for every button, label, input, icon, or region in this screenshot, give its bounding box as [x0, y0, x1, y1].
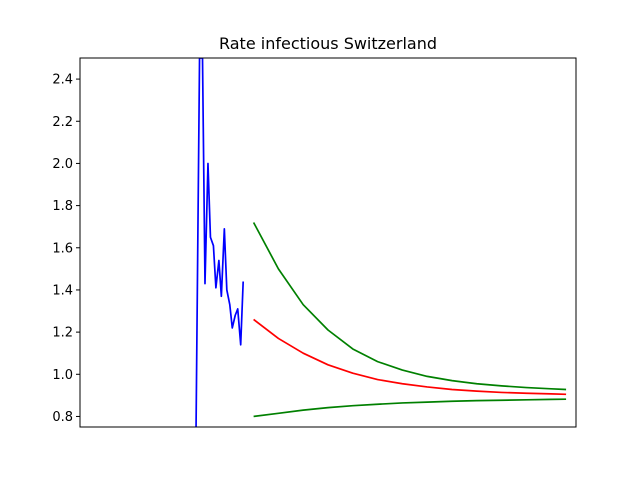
y-tick-label: 1.8	[52, 199, 73, 214]
y-tick-label: 1.0	[52, 368, 73, 383]
series-line-3	[252, 222, 567, 391]
y-tick-label: 2.0	[52, 157, 73, 172]
series-line-1	[195, 58, 245, 427]
plot-frame	[79, 57, 577, 428]
series-layer	[195, 58, 567, 427]
y-tick-label: 1.6	[52, 241, 73, 256]
y-tick-label: 1.2	[52, 326, 73, 341]
y-tick-label: 1.4	[52, 283, 73, 298]
y-tick-label: 2.2	[52, 115, 73, 130]
chart-title: Rate infectious Switzerland	[219, 34, 437, 53]
series-line-2	[253, 318, 567, 396]
y-axis-ticks: 0.8 1.0 1.2 1.4 1.6 1.8 2.0 2.2 2.4	[52, 73, 80, 425]
y-tick-label: 2.4	[52, 73, 73, 88]
y-tick-label: 0.8	[52, 410, 73, 425]
series-line-4	[253, 398, 567, 418]
